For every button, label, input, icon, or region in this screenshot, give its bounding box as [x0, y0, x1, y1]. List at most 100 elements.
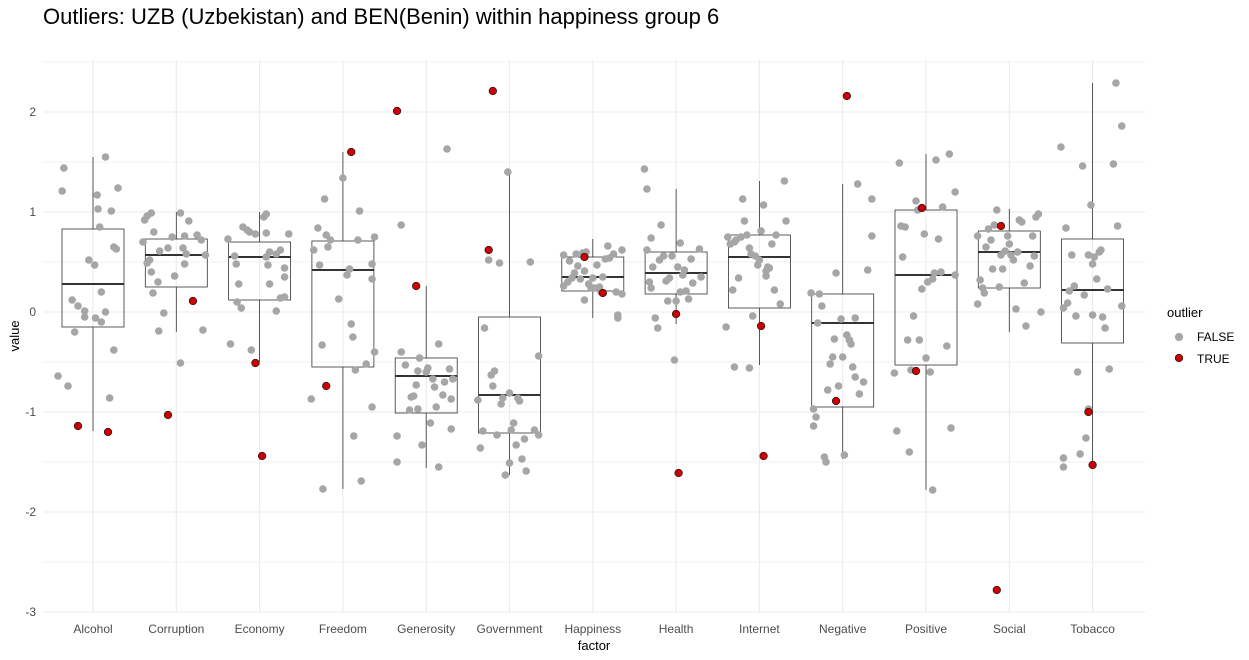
data-point-true — [73, 421, 83, 431]
data-point-false — [1037, 308, 1045, 316]
box-body — [61, 228, 125, 328]
data-point-false — [697, 273, 705, 281]
data-point-false — [1057, 143, 1065, 151]
data-point-false — [1003, 232, 1012, 240]
data-point-false — [176, 359, 185, 367]
data-point-true — [756, 321, 766, 331]
data-point-false — [647, 234, 655, 242]
legend-true-marker — [1174, 353, 1184, 363]
data-point-false — [449, 375, 457, 383]
data-point-false — [723, 233, 732, 241]
data-point-false — [147, 209, 156, 217]
data-point-true — [842, 91, 852, 101]
data-point-false — [1022, 322, 1030, 330]
data-point-false — [518, 455, 526, 463]
data-point-false — [276, 246, 285, 254]
x-tick-label: Economy — [235, 622, 285, 636]
data-point-false — [426, 419, 435, 427]
data-point-false — [574, 262, 582, 270]
data-point-true — [831, 396, 841, 406]
data-point-false — [937, 268, 945, 276]
data-point-false — [393, 432, 401, 440]
data-point-false — [643, 185, 651, 193]
data-point-false — [838, 353, 847, 361]
data-point-false — [1013, 248, 1022, 256]
data-point-false — [90, 261, 99, 269]
data-point-false — [515, 397, 524, 405]
x-tick-label: Tobacco — [1070, 622, 1115, 636]
data-point-false — [848, 363, 857, 371]
data-point-true — [996, 221, 1006, 231]
data-point-false — [368, 275, 376, 283]
data-point-false — [193, 231, 201, 239]
data-point-false — [807, 289, 815, 297]
data-point-false — [928, 275, 937, 283]
data-point-false — [245, 228, 254, 236]
data-point-false — [499, 394, 507, 402]
data-point-false — [247, 346, 256, 354]
data-point-false — [150, 228, 158, 236]
data-point-false — [326, 236, 335, 244]
data-point-true — [992, 585, 1001, 595]
data-point-false — [812, 413, 820, 421]
data-point-false — [368, 260, 376, 268]
data-point-true — [412, 281, 421, 291]
data-point-false — [676, 288, 685, 296]
data-point-false — [176, 209, 185, 217]
data-point-false — [414, 405, 422, 413]
data-point-false — [307, 395, 316, 403]
data-point-false — [762, 267, 770, 275]
data-point-false — [1034, 210, 1043, 218]
data-point-false — [648, 263, 657, 271]
data-point-false — [101, 308, 110, 316]
data-point-false — [976, 276, 984, 284]
data-point-false — [343, 271, 351, 279]
data-point-false — [1082, 434, 1090, 442]
data-point-false — [688, 279, 697, 287]
data-point-false — [748, 312, 757, 320]
data-point-false — [155, 247, 164, 255]
data-point-false — [509, 419, 518, 427]
data-point-true — [163, 410, 173, 420]
data-point-false — [401, 361, 410, 369]
data-point-true — [671, 309, 681, 319]
data-point-false — [526, 258, 535, 266]
data-point-false — [445, 365, 454, 373]
data-point-false — [197, 236, 206, 244]
data-point-true — [488, 86, 497, 96]
box-economy — [228, 212, 292, 362]
data-point-false — [154, 278, 162, 286]
data-point-false — [670, 356, 679, 364]
data-point-false — [479, 427, 487, 435]
data-point-false — [480, 324, 489, 332]
data-point-false — [928, 486, 937, 494]
data-point-false — [1097, 246, 1105, 254]
data-point-false — [851, 314, 859, 322]
data-point-false — [612, 288, 620, 296]
data-point-false — [199, 326, 207, 334]
data-point-false — [280, 264, 289, 272]
data-point-false — [315, 261, 324, 269]
data-point-false — [951, 271, 959, 279]
x-tick-label: Corruption — [148, 622, 204, 636]
data-point-false — [412, 381, 421, 389]
data-point-false — [179, 244, 187, 252]
data-point-false — [780, 177, 789, 185]
data-point-false — [609, 250, 618, 258]
legend-false-label: FALSE — [1197, 330, 1234, 344]
data-point-false — [280, 293, 289, 301]
data-point-false — [995, 283, 1004, 291]
data-point-false — [938, 203, 947, 211]
x-tick-label: Negative — [819, 622, 867, 636]
data-point-false — [740, 217, 749, 225]
data-point-false — [164, 244, 172, 252]
data-point-false — [868, 195, 876, 203]
data-point-false — [1088, 260, 1097, 268]
x-tick-label: Generosity — [397, 622, 455, 636]
data-point-false — [405, 406, 414, 414]
data-point-true — [911, 366, 921, 376]
data-point-false — [770, 286, 779, 294]
data-point-true — [674, 468, 683, 478]
data-point-false — [943, 342, 951, 350]
data-point-false — [734, 274, 743, 282]
